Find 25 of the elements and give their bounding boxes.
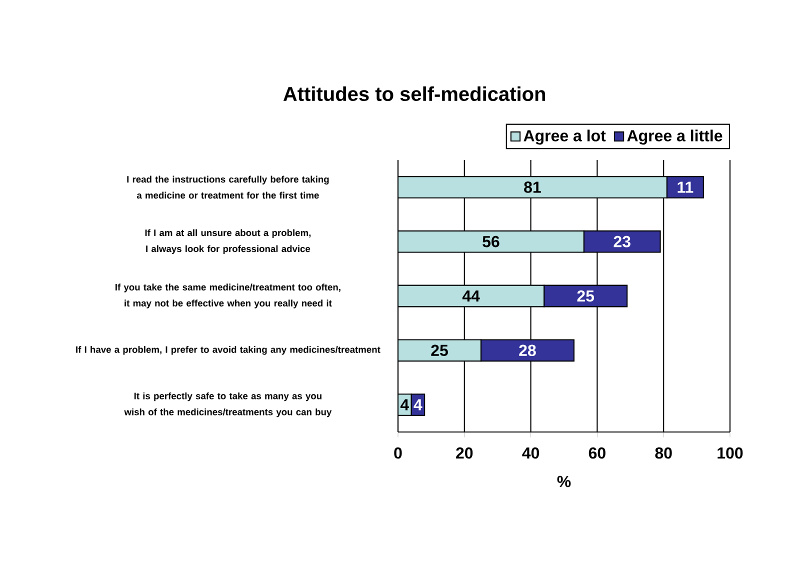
data-label: 44 — [462, 290, 480, 302]
data-label: 56 — [482, 236, 500, 248]
y-tick-label: If you take the same medicine/treatment too often, it may not be effective when you really need it — [116, 284, 340, 308]
y-tick-label: I read the instructions carefully before taking a medicine or treatment for the first time — [127, 176, 329, 199]
data-label: 25 — [577, 290, 594, 302]
data-label: 4 — [400, 399, 409, 410]
x-tick-label: 0 — [394, 447, 402, 459]
y-tick-label: If I am at all unsure about a problem, I always look for professional advice — [145, 229, 311, 254]
data-label: 11 — [678, 182, 694, 193]
y-tick-label: It is perfectly safe to take as many as you wish of the medicines/treatments you can buy — [124, 392, 332, 418]
legend-label: Agree a lot — [524, 130, 606, 145]
y-tick-label: If I have a problem, I prefer to avoid taking any medicines/treatment — [76, 346, 380, 355]
data-label: 4 — [414, 399, 422, 410]
data-label: 23 — [614, 236, 630, 248]
chart-title: Attitudes to self-medication — [283, 86, 546, 102]
x-axis-title: % — [557, 476, 571, 488]
data-label: 25 — [431, 344, 448, 356]
x-tick-label: 60 — [588, 447, 606, 459]
data-label: 81 — [524, 182, 541, 193]
x-tick-label: 80 — [655, 447, 672, 459]
x-tick-label: 40 — [522, 447, 540, 459]
legend-label: Agree a little — [627, 130, 722, 145]
x-tick-label: 100 — [718, 447, 743, 459]
x-tick-label: 20 — [456, 447, 473, 459]
data-label: 28 — [519, 344, 536, 356]
